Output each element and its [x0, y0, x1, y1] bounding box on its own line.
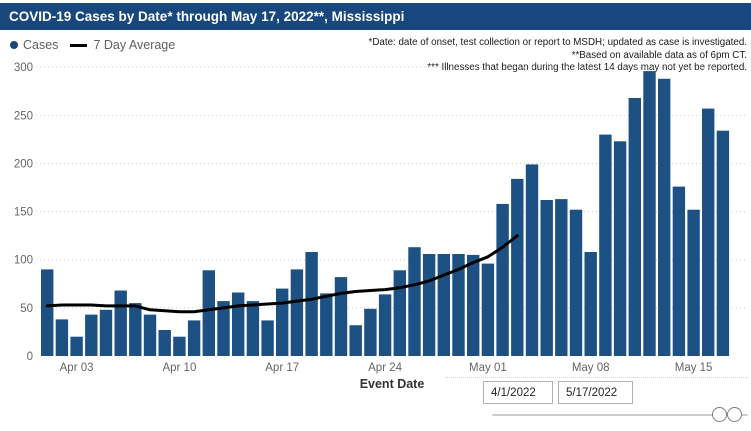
y-axis-tick-label: 250	[14, 110, 33, 122]
cases-dot-icon	[10, 41, 18, 49]
cases-bar[interactable]	[452, 254, 465, 356]
average-line-icon	[70, 43, 88, 47]
y-axis-tick-label: 150	[14, 207, 33, 219]
end-date-input[interactable]	[558, 381, 633, 404]
legend-cases-label: Cases	[23, 38, 59, 52]
cases-bar[interactable]	[569, 209, 583, 356]
footnote-reporting-lag: *** Illnesses that began during the late…	[427, 62, 747, 74]
cases-bar[interactable]	[85, 314, 98, 356]
cases-bar[interactable]	[55, 319, 69, 356]
cases-bar[interactable]	[525, 164, 539, 356]
start-date-input[interactable]	[483, 381, 553, 404]
y-axis-tick-label: 50	[20, 303, 33, 315]
date-range-slider-track[interactable]	[492, 414, 748, 416]
cases-bar[interactable]	[320, 293, 333, 356]
y-axis-tick-label: 200	[14, 158, 33, 170]
cases-bar[interactable]	[290, 269, 304, 356]
cases-bar[interactable]	[349, 325, 362, 356]
cases-bar[interactable]	[246, 301, 260, 356]
cases-bar[interactable]	[628, 98, 641, 356]
cases-bar[interactable]	[613, 141, 627, 356]
cases-bar[interactable]	[437, 254, 450, 356]
cases-bar[interactable]	[555, 199, 568, 356]
x-axis-tick-label: Apr 24	[368, 362, 402, 374]
cases-bar[interactable]	[129, 303, 142, 356]
legend-average-label: 7 Day Average	[93, 38, 176, 52]
x-axis-tick-label: May 15	[675, 362, 713, 374]
cases-bar[interactable]	[716, 130, 730, 356]
cases-bar[interactable]	[99, 309, 113, 356]
slider-handle-end[interactable]	[727, 407, 742, 422]
x-axis-tick-label: May 01	[469, 362, 507, 374]
cases-bar[interactable]	[467, 254, 480, 356]
cases-bar[interactable]	[41, 269, 54, 356]
cases-bar[interactable]	[187, 320, 201, 356]
y-axis-tick-label: 300	[14, 62, 33, 74]
slider-handle-start[interactable]	[712, 407, 727, 422]
cases-bar[interactable]	[584, 252, 597, 356]
footnotes: *Date: date of onset, test collection or…	[369, 37, 747, 75]
x-axis-tick-label: Apr 17	[265, 362, 299, 374]
y-axis-tick-label: 100	[14, 255, 33, 267]
x-axis-tick-label: May 08	[572, 362, 610, 374]
cases-bar[interactable]	[261, 320, 274, 356]
cases-bar[interactable]	[305, 252, 318, 356]
cases-bar[interactable]	[687, 209, 700, 356]
cases-bar[interactable]	[511, 178, 524, 356]
x-axis-tick-label: Apr 10	[162, 362, 196, 374]
cases-bar[interactable]	[114, 290, 127, 357]
seven-day-average-line	[45, 234, 519, 314]
cases-bar[interactable]	[158, 330, 171, 356]
cases-bar[interactable]	[378, 294, 392, 356]
cases-bar[interactable]	[364, 308, 377, 356]
cases-bar[interactable]	[276, 288, 289, 356]
cases-bar[interactable]	[422, 254, 436, 356]
cases-bar[interactable]	[334, 277, 348, 356]
cases-bar[interactable]	[217, 301, 230, 356]
cases-bar[interactable]	[496, 203, 509, 356]
cases-bar[interactable]	[70, 336, 83, 356]
cases-bar[interactable]	[540, 200, 553, 356]
cases-bar[interactable]	[599, 134, 612, 356]
page-title: COVID-19 Cases by Date* through May 17, …	[0, 3, 751, 30]
cases-bar[interactable]	[408, 247, 421, 356]
footnote-date-definition: *Date: date of onset, test collection or…	[368, 37, 747, 48]
footnote-data-asof: **Based on available data as of 6pm CT.	[571, 49, 747, 61]
slicer-divider	[445, 377, 748, 378]
x-axis-tick-label: Apr 03	[60, 362, 94, 374]
cases-bar[interactable]	[143, 314, 157, 356]
cases-bar[interactable]	[393, 270, 406, 356]
cases-bar[interactable]	[702, 108, 715, 356]
x-axis-title: Event Date	[360, 377, 425, 391]
cases-bar[interactable]	[672, 186, 686, 356]
cases-bar[interactable]	[481, 263, 495, 356]
cases-bar[interactable]	[173, 336, 186, 356]
cases-bar[interactable]	[658, 78, 671, 357]
legend: Cases 7 Day Average	[10, 37, 175, 53]
cases-bar[interactable]	[232, 292, 245, 357]
y-axis-tick-label: 0	[27, 351, 33, 363]
cases-bar[interactable]	[643, 71, 656, 356]
cases-bar[interactable]	[202, 270, 215, 356]
